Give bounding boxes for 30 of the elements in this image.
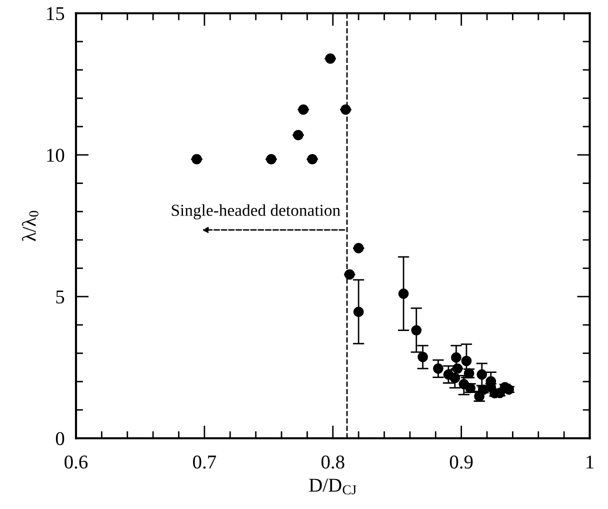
annotation: Single-headed detonation <box>172 204 340 220</box>
x-tick-label: 0.8 <box>321 455 344 469</box>
y-tick-label: 5 <box>56 290 64 304</box>
point <box>340 104 351 115</box>
x-tick-label: 1 <box>586 456 594 468</box>
point <box>307 154 318 164</box>
point <box>461 356 472 366</box>
point <box>476 369 488 380</box>
point <box>293 130 304 140</box>
y-tick-label: 10 <box>47 148 64 162</box>
point <box>325 53 336 64</box>
point <box>450 372 460 384</box>
y-axis-title: λ/λ$_{0}$ <box>22 210 38 242</box>
point <box>411 325 422 336</box>
point <box>418 352 428 362</box>
point <box>450 352 462 363</box>
y-tick-label: 0 <box>56 432 64 446</box>
x-tick-label: 0.9 <box>450 455 473 469</box>
x-axis-title: D/D$_{CJ}$ <box>309 478 356 494</box>
x-tick-label: 0.6 <box>64 455 88 469</box>
point <box>266 154 276 164</box>
y-tick-label: 15 <box>47 7 64 20</box>
point <box>344 269 355 280</box>
x-tick-label: 0.7 <box>193 455 216 469</box>
point <box>353 242 364 254</box>
point <box>353 306 364 318</box>
point <box>192 154 202 164</box>
point <box>433 363 444 374</box>
point <box>298 104 309 115</box>
point <box>398 288 409 299</box>
